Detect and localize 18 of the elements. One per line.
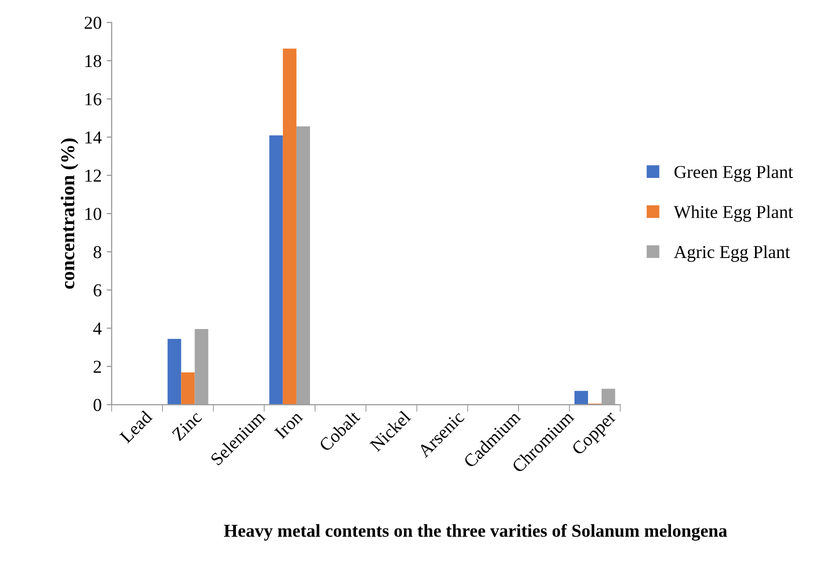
y-tick-label: 10 [85, 208, 102, 220]
y-tick-label: 16 [85, 93, 102, 106]
y-tick-label: 0 [94, 398, 102, 412]
x-axis-title: Heavy metal contents on the three varities of Solanum melongena [224, 524, 728, 541]
legend-label: Agric Egg Plant [674, 245, 790, 262]
x-tick-label: Zinc [171, 410, 202, 442]
y-tick-label: 6 [94, 284, 102, 296]
x-tick-label: Iron [274, 410, 304, 440]
legend-label: White Egg Plant [674, 205, 793, 222]
y-tick-label: 12 [85, 170, 101, 182]
y-tick-label: 14 [85, 131, 102, 144]
legend-label: Green Egg Plant [674, 165, 793, 182]
y-axis-title: concentration (%) [60, 138, 78, 289]
y-tick-label: 18 [85, 54, 102, 68]
y-tick-label: 8 [94, 246, 102, 258]
y-tick-label: 4 [93, 322, 102, 334]
y-tick-label: 20 [84, 16, 102, 29]
y-tick-label: 2 [94, 360, 101, 373]
